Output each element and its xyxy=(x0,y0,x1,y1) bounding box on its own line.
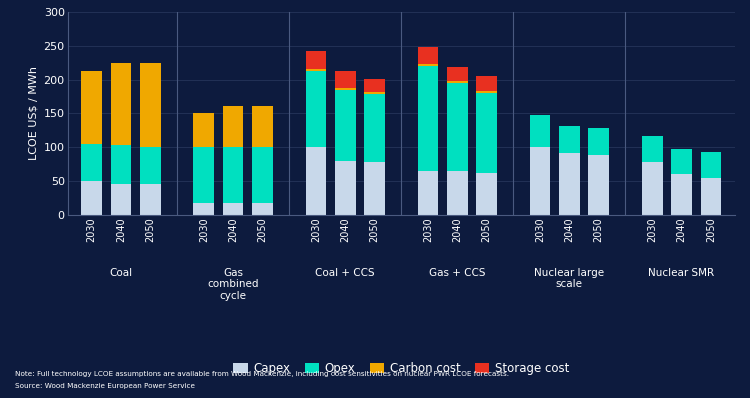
Bar xyxy=(305,147,326,215)
Bar xyxy=(334,71,356,88)
Bar xyxy=(305,69,326,72)
Bar xyxy=(110,62,131,145)
Bar xyxy=(81,144,102,181)
Text: Source: Wood Mackenzie European Power Service: Source: Wood Mackenzie European Power Se… xyxy=(15,383,195,389)
Bar xyxy=(476,76,497,91)
Bar xyxy=(140,62,160,147)
Bar xyxy=(700,152,721,178)
Bar xyxy=(700,178,721,215)
Bar xyxy=(110,185,131,215)
Text: Nuclear SMR: Nuclear SMR xyxy=(649,268,715,278)
Bar xyxy=(447,83,468,171)
Bar xyxy=(530,115,550,147)
Bar xyxy=(559,126,580,153)
Bar xyxy=(140,185,160,215)
Bar xyxy=(194,146,214,203)
Bar xyxy=(194,113,214,146)
Bar xyxy=(334,90,356,161)
Bar xyxy=(110,145,131,185)
Bar xyxy=(364,162,385,215)
Text: Nuclear large
scale: Nuclear large scale xyxy=(534,268,604,289)
Bar xyxy=(447,67,468,81)
Bar xyxy=(305,51,326,69)
Bar xyxy=(418,171,438,215)
Bar xyxy=(418,64,438,66)
Bar xyxy=(447,81,468,83)
Bar xyxy=(364,92,385,94)
Bar xyxy=(140,147,160,185)
Bar xyxy=(418,47,438,64)
Bar xyxy=(589,155,609,215)
Text: Coal: Coal xyxy=(110,268,133,278)
Text: Note: Full technology LCOE assumptions are available from Wood Mackenzie, includ: Note: Full technology LCOE assumptions a… xyxy=(15,371,509,377)
Bar xyxy=(81,71,102,144)
Bar xyxy=(476,91,497,93)
Legend: Capex, Opex, Carbon cost, Storage cost: Capex, Opex, Carbon cost, Storage cost xyxy=(230,359,572,379)
Bar xyxy=(252,146,273,203)
Bar xyxy=(476,93,497,173)
Bar xyxy=(559,153,580,215)
Y-axis label: LCOE US$ / MWh: LCOE US$ / MWh xyxy=(28,66,38,160)
Bar xyxy=(223,146,244,203)
Bar xyxy=(81,181,102,215)
Bar xyxy=(671,148,692,174)
Bar xyxy=(476,173,497,215)
Bar xyxy=(252,203,273,215)
Bar xyxy=(671,174,692,215)
Text: Gas
combined
cycle: Gas combined cycle xyxy=(207,268,259,301)
Bar xyxy=(418,66,438,171)
Bar xyxy=(223,203,244,215)
Bar xyxy=(589,128,609,155)
Bar xyxy=(305,72,326,147)
Bar xyxy=(642,162,662,215)
Bar xyxy=(364,79,385,92)
Text: Coal + CCS: Coal + CCS xyxy=(316,268,375,278)
Bar xyxy=(252,106,273,146)
Bar xyxy=(223,106,244,146)
Bar xyxy=(334,88,356,90)
Bar xyxy=(364,94,385,162)
Bar xyxy=(530,147,550,215)
Text: Gas + CCS: Gas + CCS xyxy=(429,268,485,278)
Bar xyxy=(642,137,662,162)
Bar xyxy=(334,161,356,215)
Bar xyxy=(447,171,468,215)
Bar xyxy=(194,203,214,215)
